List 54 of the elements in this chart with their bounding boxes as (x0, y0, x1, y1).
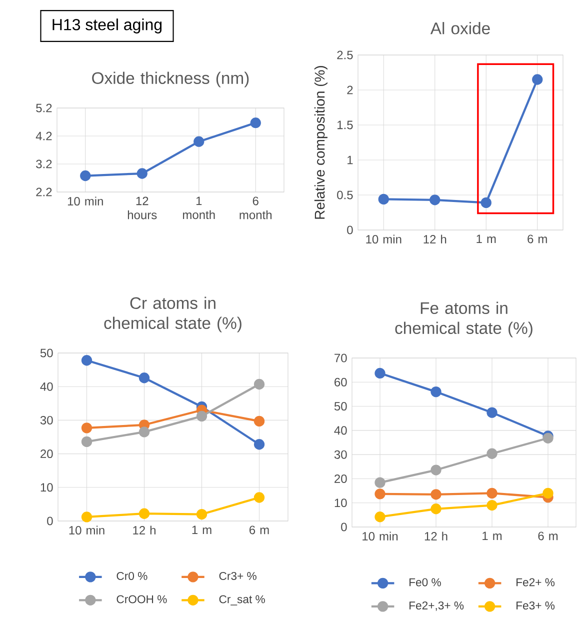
y-axis-title: Relative composition (%) (314, 66, 328, 219)
x-tick-label: 1 m (192, 526, 212, 534)
legend-label: Fe0 % (410, 578, 441, 586)
y-tick-label: 5.2 (36, 104, 52, 112)
text: H13 steel aging (52, 18, 162, 34)
chart-title: Oxide thickness (nm) (92, 72, 249, 88)
x-tick-label: 12 hours (128, 196, 157, 220)
legend-label: CrOOH % (116, 595, 167, 604)
chart-title: Al oxide (430, 22, 490, 34)
y-tick-label: 1 (348, 156, 353, 164)
y-tick-label: 0 (47, 516, 53, 526)
y-tick-label: 30 (40, 416, 53, 424)
x-tick-label: 6 m (538, 532, 558, 540)
y-tick-label: 60 (334, 378, 347, 386)
y-tick-label: 30 (334, 450, 347, 459)
x-tick-label: 6 m (250, 526, 269, 534)
y-tick-label: 40 (334, 426, 347, 435)
y-tick-label: 50 (40, 348, 53, 358)
legend-label: Fe2+ % (516, 578, 555, 586)
x-tick-label: 12 h (424, 532, 448, 540)
legend-label: Cr3+ % (219, 572, 256, 580)
x-tick-label: 1 month (182, 196, 215, 220)
x-tick-label: 6 month (240, 196, 272, 220)
y-tick-label: 1.5 (338, 120, 353, 130)
legend-label: Cr0 % (116, 572, 148, 580)
y-tick-label: 0 (347, 226, 353, 234)
y-tick-label: 2 (347, 86, 353, 94)
x-tick-label: 10 min (68, 196, 103, 206)
x-tick-label: 10 min (362, 532, 398, 541)
y-tick-label: 3.2 (36, 160, 52, 168)
y-tick-label: 40 (40, 382, 53, 391)
y-tick-label: 0.5 (337, 190, 353, 200)
legend-label: Fe2+,3+ % (410, 601, 464, 611)
x-tick-label: 12 h (133, 526, 156, 534)
legend-label: Cr_sat % (219, 595, 265, 606)
y-tick-label: 20 (40, 450, 53, 458)
y-tick-label: 70 (334, 354, 347, 362)
y-tick-label: 10 (40, 483, 53, 492)
y-tick-label: 0 (341, 522, 347, 532)
x-tick-label: 1 m (476, 234, 496, 243)
x-tick-label: 10 min (366, 234, 402, 244)
y-tick-label: 20 (334, 474, 347, 483)
x-tick-label: 6 m (528, 234, 547, 244)
y-tick-label: 2.5 (337, 50, 353, 60)
chart-title: Cr atoms in chemical state (%) (104, 296, 242, 332)
legend-label: Fe3+ % (516, 601, 555, 610)
y-tick-label: 2.2 (36, 188, 52, 196)
x-tick-label: 1 m (482, 532, 502, 540)
chart-title: Fe atoms in chemical state (%) (395, 302, 532, 338)
x-tick-label: 10 min (69, 526, 104, 535)
x-tick-label: 12 h (424, 234, 446, 244)
y-tick-label: 50 (334, 402, 347, 411)
y-tick-label: 10 (334, 498, 347, 508)
y-tick-label: 4.2 (36, 132, 52, 140)
